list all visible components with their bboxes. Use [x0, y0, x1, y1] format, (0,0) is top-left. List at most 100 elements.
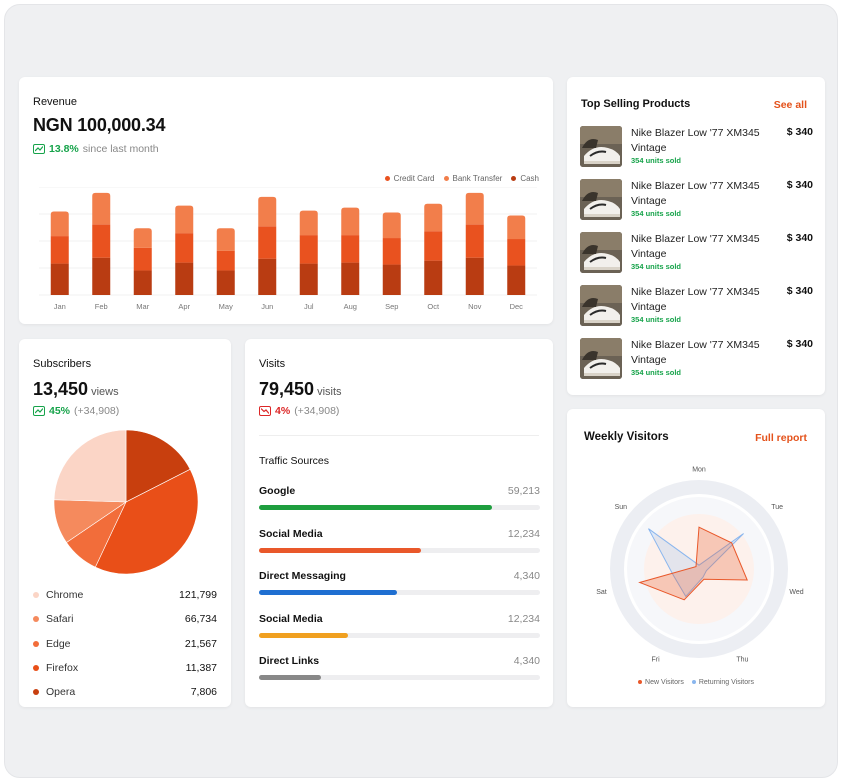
browser-list: Chrome 121,799 Safari 66,734 Edge 21,567 Fi…: [33, 583, 217, 704]
bar-bank-transfer: [507, 239, 526, 266]
x-tick-label: Jul: [304, 302, 314, 311]
source-progress-fill: [259, 505, 493, 510]
product-name: Nike Blazer Low '77 XM345 Vintage: [631, 233, 760, 260]
source-name: Social Media: [259, 612, 323, 625]
source-progress-fill: [259, 632, 348, 638]
revenue-card: Revenue NGN 100,000.34 13.8% since last …: [19, 77, 553, 324]
browser-name: Edge: [46, 637, 71, 650]
radar-day-label: Fri: [652, 657, 661, 664]
visits-count-value: 79,450: [259, 379, 315, 399]
product-row[interactable]: Nike Blazer Low '77 XM345 Vintage 354 uni…: [580, 338, 813, 383]
bar-bank-transfer: [50, 236, 69, 264]
x-tick-label: Dec: [510, 302, 524, 311]
bar-credit-card: [507, 215, 526, 240]
legend-returning-visitors: Returning Visitors: [691, 679, 754, 686]
bar-cash: [507, 265, 526, 295]
list-item: Chrome 121,799: [33, 583, 217, 607]
safari-dot: [33, 616, 39, 623]
bar-cash: [216, 270, 235, 295]
product-units-sold: 354 units sold: [631, 209, 682, 218]
source-value: 59,213: [507, 485, 540, 497]
x-tick-label: Jun: [261, 302, 273, 311]
product-row[interactable]: Nike Blazer Low '77 XM345 Vintage 354 uni…: [580, 285, 813, 330]
product-row[interactable]: Nike Blazer Low '77 XM345 Vintage 354 uni…: [580, 126, 813, 171]
browser-name: Chrome: [46, 589, 84, 602]
legend-dot: [691, 680, 696, 685]
subscribers-title: Subscribers: [33, 358, 92, 370]
dashboard: Revenue NGN 100,000.34 13.8% since last …: [4, 4, 838, 778]
subscribers-unit: views: [91, 386, 119, 398]
bar-bank-transfer: [465, 224, 484, 258]
bar-bank-transfer: [175, 233, 194, 263]
radar-day-label: Sun: [615, 504, 628, 511]
browser-pie-chart: [53, 429, 199, 575]
bar-bank-transfer: [341, 235, 360, 263]
bar-credit-card: [50, 211, 69, 237]
radar-day-label: Tue: [771, 504, 783, 511]
product-units-sold: 354 units sold: [631, 315, 682, 324]
product-thumbnail: [580, 338, 622, 379]
product-name: Nike Blazer Low '77 XM345 Vintage: [631, 180, 760, 207]
bar-bank-transfer: [299, 235, 318, 264]
product-units-sold: 354 units sold: [631, 368, 682, 377]
weekly-visitors-radar-chart: Mon Tue Wed Thu Fri Sat Sun: [596, 467, 803, 664]
subscribers-count: 13,450 views: [33, 379, 119, 400]
visits-count: 79,450 visits: [259, 379, 342, 400]
browser-name: Safari: [46, 613, 74, 626]
trend-down-icon: [259, 406, 271, 416]
product-name: Nike Blazer Low '77 XM345 Vintage: [631, 339, 760, 366]
product-row[interactable]: Nike Blazer Low '77 XM345 Vintage 354 uni…: [580, 179, 813, 224]
legend-cash: Cash: [511, 174, 539, 183]
product-thumbnail: [580, 232, 622, 273]
list-item: Safari 66,734: [33, 607, 217, 631]
bar-bank-transfer: [92, 224, 111, 258]
bar-cash: [50, 263, 69, 295]
full-report-link[interactable]: Full report: [755, 432, 807, 444]
bar-credit-card: [92, 192, 111, 225]
product-price: $ 340: [786, 179, 813, 191]
visits-card: Visits 79,450 visits 4% (+34,908) Traffic…: [245, 339, 553, 707]
x-tick-label: Oct: [427, 302, 440, 311]
x-tick-label: Aug: [344, 302, 357, 311]
product-units-sold: 354 units sold: [631, 262, 682, 271]
subscribers-delta: 45% (+34,908): [33, 405, 119, 417]
revenue-delta-text: since last month: [82, 143, 159, 155]
traffic-sources-title: Traffic Sources: [259, 455, 330, 467]
x-tick-label: Nov: [468, 302, 482, 311]
source-progress-fill: [259, 675, 321, 680]
source-name: Google: [259, 485, 296, 497]
product-name: Nike Blazer Low '77 XM345 Vintage: [631, 286, 760, 313]
browser-count: 11,387: [185, 662, 217, 675]
bar-bank-transfer: [382, 238, 401, 265]
bar-credit-card: [382, 212, 401, 239]
bar-credit-card: [341, 207, 360, 236]
source-progress-track: [259, 547, 540, 553]
legend-label: Bank Transfer: [452, 174, 503, 183]
weekly-visitors-title: Weekly Visitors: [584, 431, 669, 443]
radar-day-label: Thu: [736, 657, 748, 664]
product-row[interactable]: Nike Blazer Low '77 XM345 Vintage 354 uni…: [580, 232, 813, 277]
product-price: $ 340: [786, 285, 813, 297]
bar-credit-card: [133, 228, 152, 248]
trend-up-icon: [33, 406, 45, 416]
legend-label: New Visitors: [645, 679, 684, 686]
product-units-sold: 354 units sold: [631, 156, 682, 165]
bar-cash: [465, 257, 484, 295]
product-thumbnail: [580, 179, 622, 220]
x-tick-label: Apr: [178, 302, 190, 311]
list-item: Opera 7,806: [33, 680, 217, 704]
bar-cash: [92, 257, 111, 295]
product-thumbnail: [580, 126, 622, 167]
top-products-title: Top Selling Products: [581, 98, 691, 110]
radar-series-new-visitors: [638, 526, 748, 601]
browser-count: 121,799: [179, 589, 217, 602]
see-all-link[interactable]: See all: [773, 99, 807, 111]
firefox-dot: [33, 665, 39, 672]
legend-credit-card: Credit Card: [384, 174, 435, 183]
revenue-delta: 13.8% since last month: [33, 143, 159, 155]
traffic-source: Google 59,213: [259, 485, 540, 510]
traffic-source: Direct Messaging 4,340: [259, 570, 540, 595]
divider: [259, 435, 539, 436]
bar-credit-card: [216, 228, 235, 251]
list-item: Edge 21,567: [33, 632, 217, 656]
